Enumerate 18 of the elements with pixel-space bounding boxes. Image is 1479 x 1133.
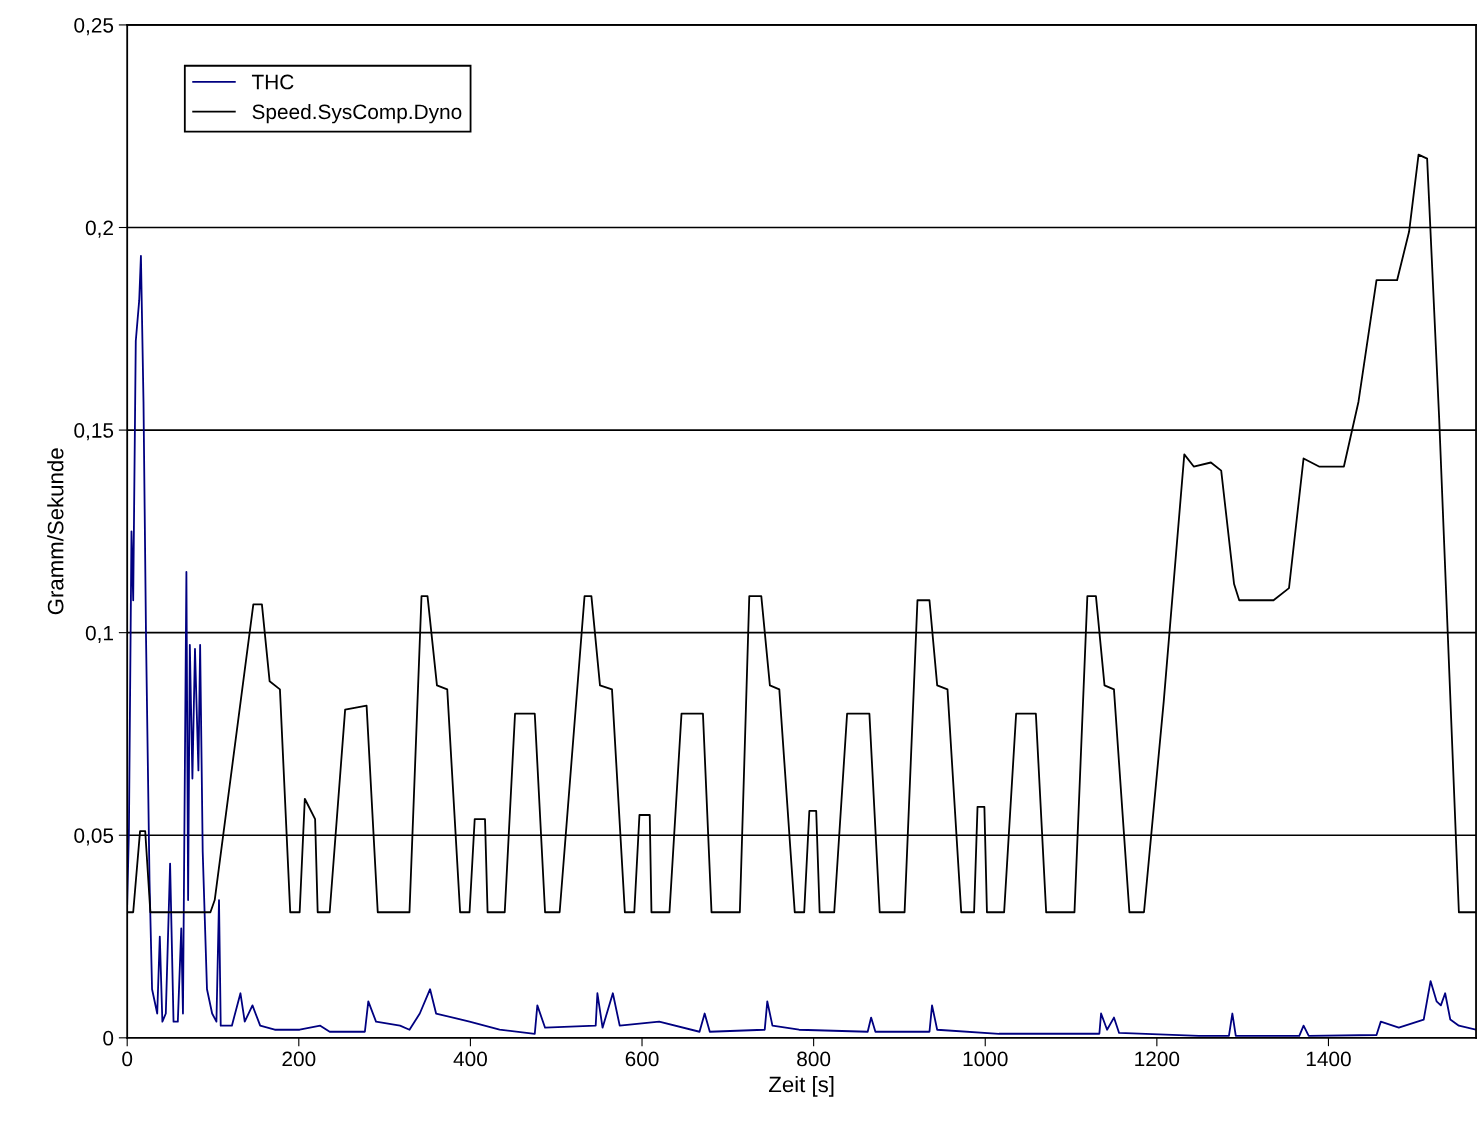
x-tick-label: 800 xyxy=(797,1051,831,1067)
legend-label: Speed.SysComp.Dyno xyxy=(252,103,462,124)
x-tick-label: 1000 xyxy=(963,1051,1008,1067)
y-tick-label: 0 xyxy=(103,1030,114,1046)
y-tick-label: 0,25 xyxy=(74,17,114,36)
x-tick-label: 600 xyxy=(625,1051,659,1067)
y-tick-label: 0,15 xyxy=(74,423,114,441)
x-tick-label: 1200 xyxy=(1135,1051,1180,1067)
x-tick-label: 0 xyxy=(122,1051,133,1067)
y-axis-title: Gramm/Sekunde xyxy=(47,448,64,615)
legend-label: THC xyxy=(251,74,294,90)
y-tick-label: 0,2 xyxy=(85,220,113,238)
x-tick-label: 200 xyxy=(282,1051,316,1067)
x-tick-label: 1400 xyxy=(1306,1051,1351,1067)
y-tick-label: 0,1 xyxy=(85,625,113,643)
x-tick-label: 400 xyxy=(453,1051,487,1067)
y-tick-label: 0,05 xyxy=(74,828,114,846)
x-axis-title: Zeit [s] xyxy=(768,1076,834,1097)
